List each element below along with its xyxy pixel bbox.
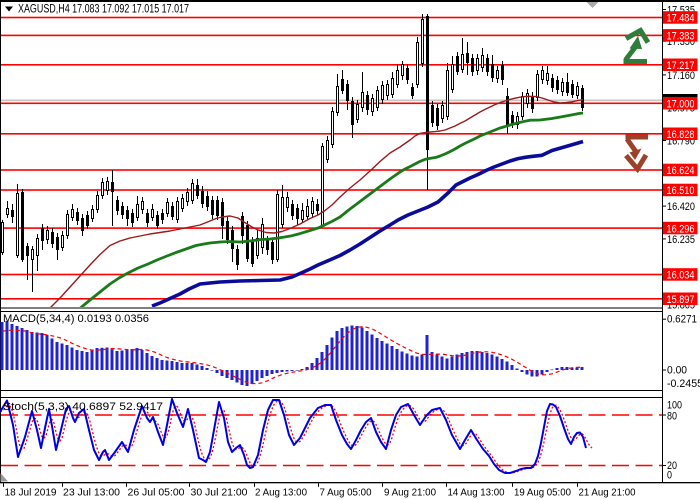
svg-text:19 Aug 05:00: 19 Aug 05:00: [514, 487, 571, 499]
svg-text:21 Aug 21:00: 21 Aug 21:00: [579, 487, 636, 499]
svg-text:16.296: 16.296: [667, 223, 695, 235]
svg-text:17.000: 17.000: [667, 99, 695, 111]
svg-text:17.217: 17.217: [667, 60, 695, 72]
svg-text:14 Aug 13:00: 14 Aug 13:00: [448, 487, 505, 499]
svg-text:18 Jul 2019: 18 Jul 2019: [5, 487, 57, 499]
svg-text:16.624: 16.624: [667, 165, 695, 177]
svg-text:9 Aug 21:00: 9 Aug 21:00: [384, 487, 436, 499]
svg-text:Stoch(5,3,3) 40.6897 52.9417: Stoch(5,3,3) 40.6897 52.9417: [3, 401, 163, 413]
svg-text:23 Jul 13:00: 23 Jul 13:00: [63, 487, 120, 499]
svg-text:16.420: 16.420: [667, 201, 695, 213]
svg-text:20: 20: [667, 460, 677, 472]
svg-text:16.235: 16.235: [667, 234, 695, 246]
svg-text:16.828: 16.828: [667, 129, 695, 141]
svg-text:16.034: 16.034: [667, 270, 695, 282]
svg-text:16.510: 16.510: [667, 185, 695, 197]
svg-text:0.6271: 0.6271: [667, 314, 697, 326]
svg-text:-0.2455: -0.2455: [667, 378, 700, 390]
svg-text:26 Jul 05:00: 26 Jul 05:00: [128, 487, 185, 499]
svg-text:80: 80: [667, 411, 677, 423]
svg-text:100: 100: [667, 400, 682, 412]
svg-text:0.00: 0.00: [667, 365, 687, 377]
svg-text:17.484: 17.484: [667, 13, 695, 25]
svg-text:30 Jul 21:00: 30 Jul 21:00: [191, 487, 248, 499]
svg-text:0: 0: [667, 470, 672, 482]
svg-text:17.160: 17.160: [667, 70, 695, 82]
svg-text:2 Aug 13:00: 2 Aug 13:00: [255, 487, 307, 499]
svg-text:15.897: 15.897: [667, 294, 695, 306]
svg-text:XAGUSD,H4 17.083 17.092 17.01: XAGUSD,H4 17.083 17.092 17.015 17.017: [18, 4, 189, 16]
svg-text:MACD(5,34,4) 0.0193 0.0356: MACD(5,34,4) 0.0193 0.0356: [3, 313, 149, 325]
svg-text:7 Aug 05:00: 7 Aug 05:00: [320, 487, 372, 499]
svg-text:17.383: 17.383: [667, 31, 695, 43]
